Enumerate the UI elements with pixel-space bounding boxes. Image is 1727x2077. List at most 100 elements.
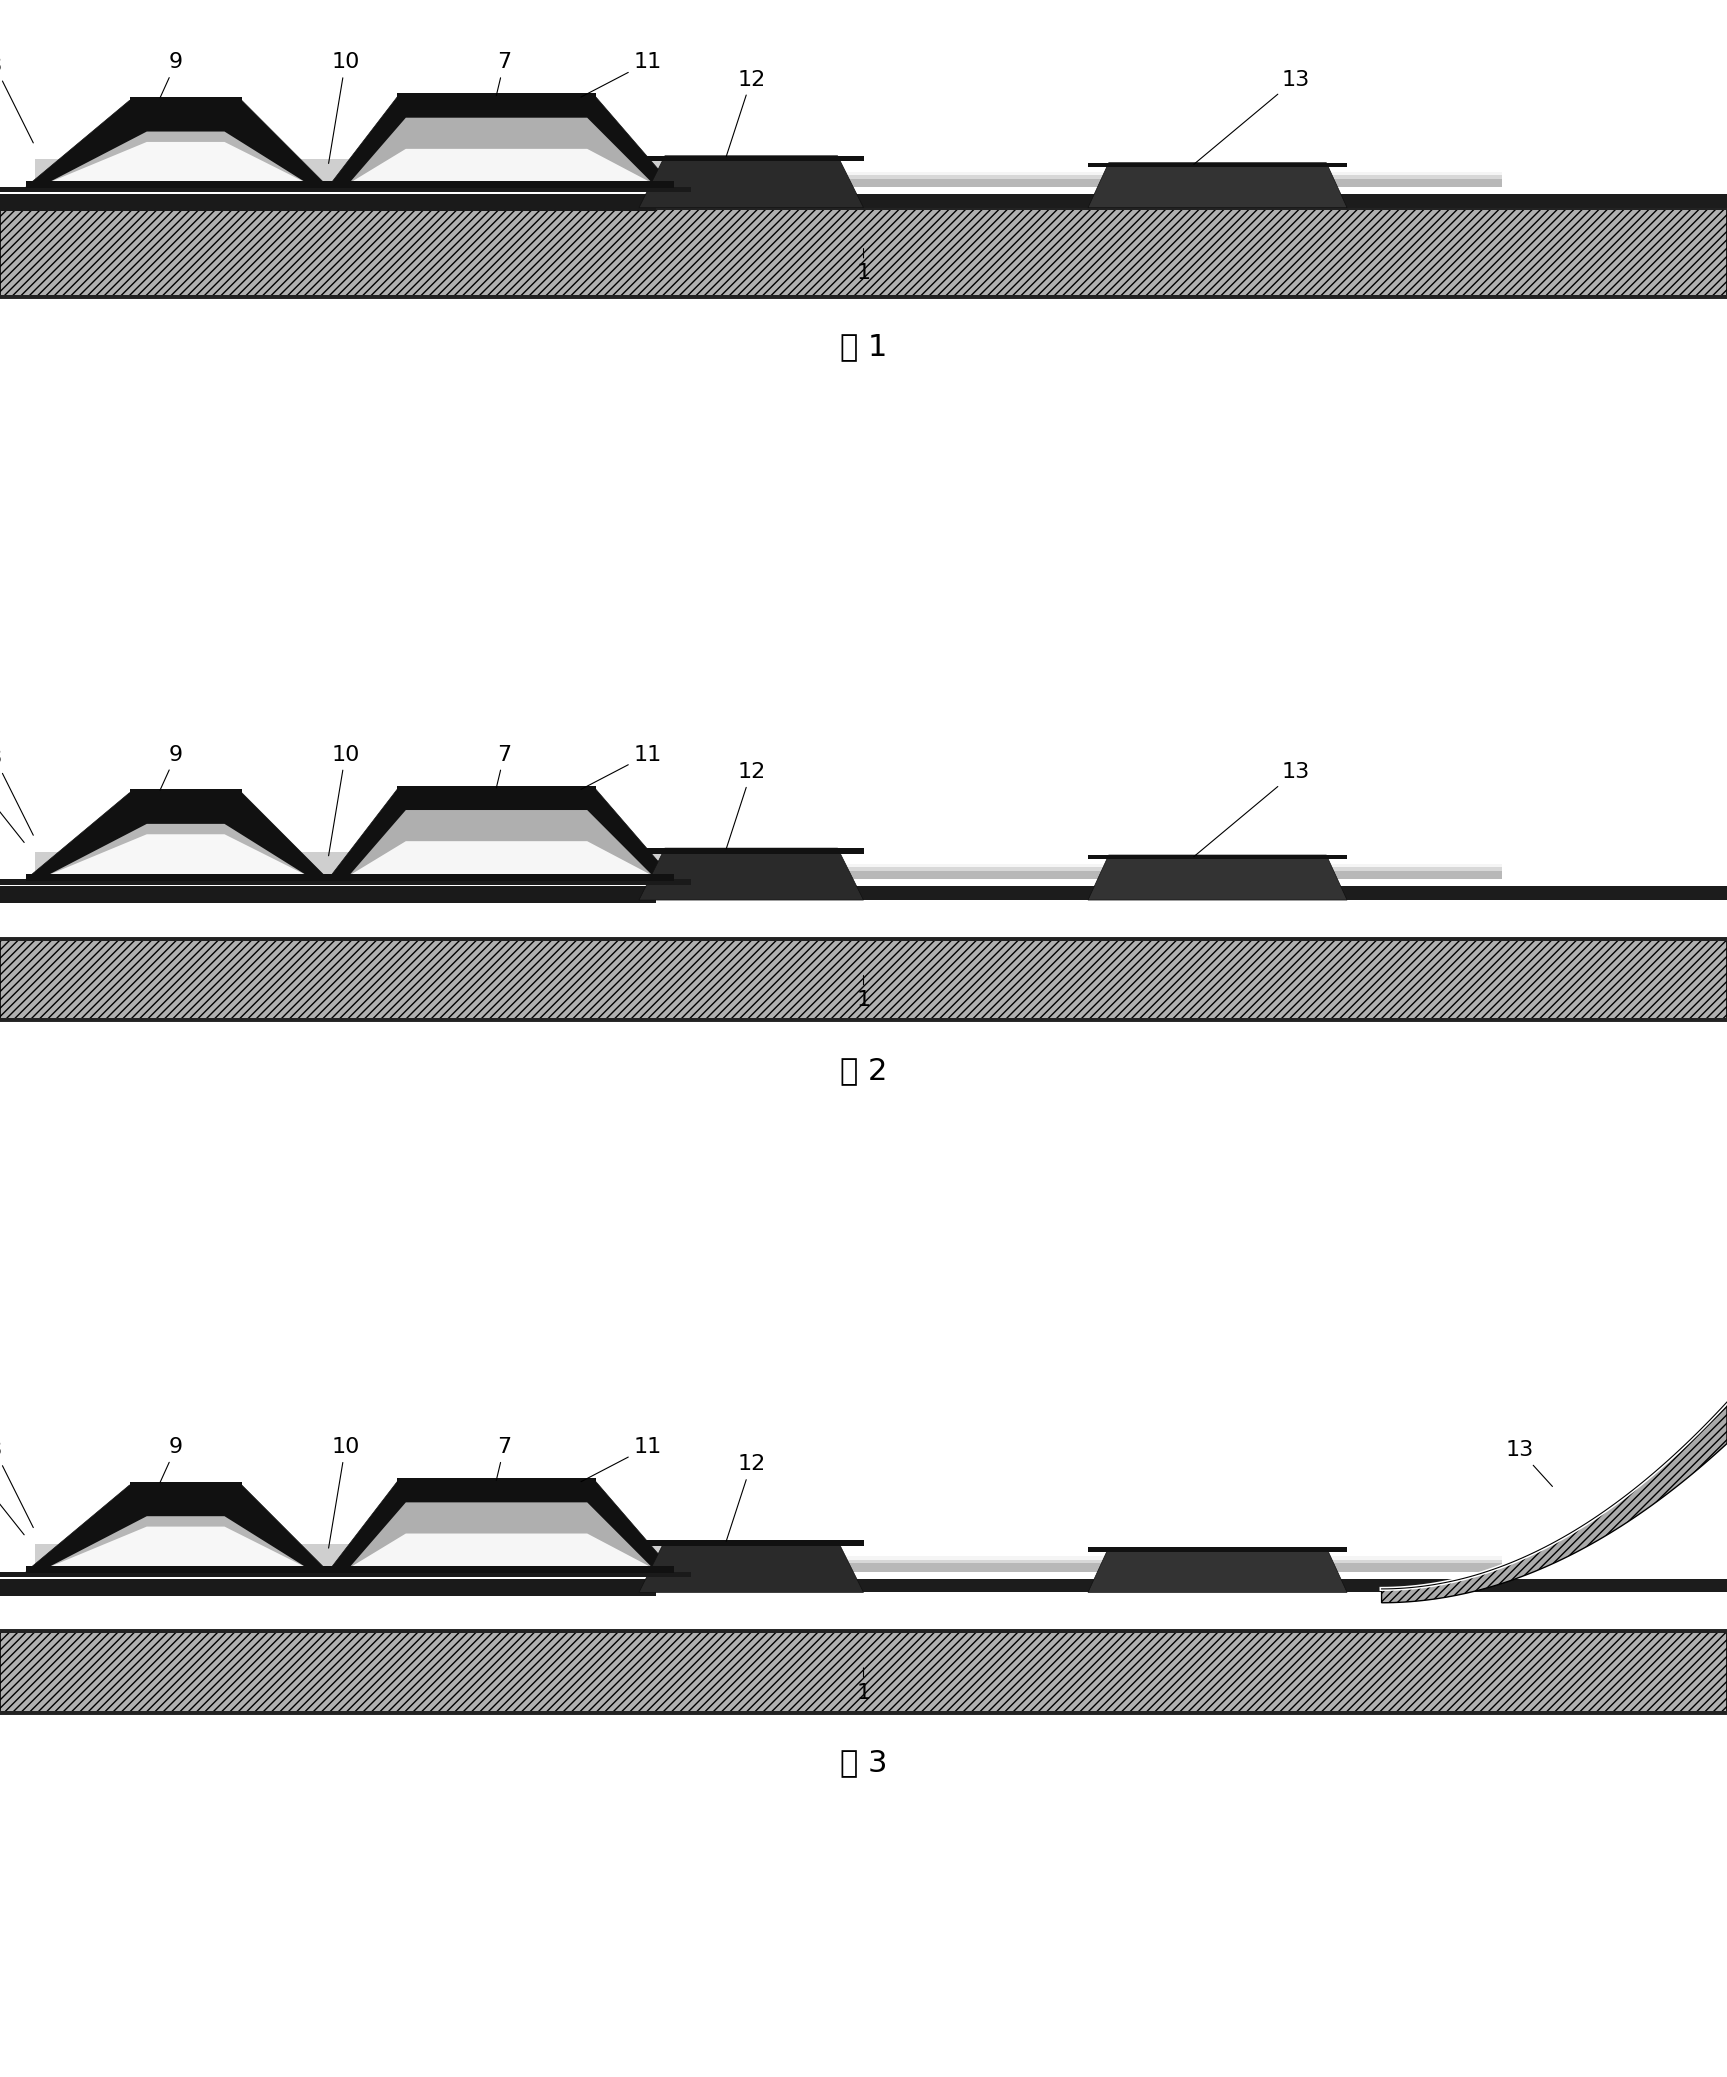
Text: 12: 12 bbox=[725, 71, 765, 156]
Bar bbox=[656, 862, 1502, 879]
Text: 10: 10 bbox=[328, 52, 359, 164]
Polygon shape bbox=[26, 100, 328, 187]
Text: 13: 13 bbox=[1193, 762, 1309, 856]
Bar bbox=[656, 1554, 1502, 1572]
Bar bbox=[130, 98, 242, 106]
Bar bbox=[1088, 1547, 1347, 1552]
Bar bbox=[35, 160, 665, 187]
Text: 10: 10 bbox=[328, 746, 359, 856]
Text: 7: 7 bbox=[496, 746, 511, 787]
Text: 图 1: 图 1 bbox=[839, 332, 888, 361]
Polygon shape bbox=[26, 793, 328, 879]
Polygon shape bbox=[639, 156, 864, 208]
Text: 1: 1 bbox=[857, 1668, 870, 1703]
Bar bbox=[656, 870, 1502, 879]
Text: 12: 12 bbox=[725, 1454, 765, 1541]
Text: 8: 8 bbox=[0, 748, 33, 835]
Bar bbox=[656, 170, 1502, 174]
Bar bbox=[639, 847, 864, 854]
Polygon shape bbox=[47, 1527, 307, 1568]
Bar bbox=[0, 295, 1727, 297]
Polygon shape bbox=[328, 98, 674, 187]
Polygon shape bbox=[349, 118, 653, 183]
Bar bbox=[656, 862, 1502, 868]
Text: 10: 10 bbox=[328, 1437, 359, 1547]
Text: 8: 8 bbox=[0, 1441, 33, 1527]
Bar bbox=[0, 1630, 1727, 1714]
Bar bbox=[1088, 162, 1347, 166]
Text: 9: 9 bbox=[161, 746, 183, 789]
Bar bbox=[0, 208, 1727, 210]
Bar bbox=[130, 789, 242, 798]
Bar bbox=[0, 208, 1727, 297]
Bar bbox=[1088, 856, 1347, 860]
Polygon shape bbox=[328, 1481, 674, 1572]
Text: 2: 2 bbox=[0, 1452, 24, 1535]
Polygon shape bbox=[639, 847, 864, 899]
Bar bbox=[656, 1554, 1502, 1560]
Text: 2: 2 bbox=[0, 758, 24, 843]
Bar bbox=[639, 1541, 864, 1545]
Text: 9: 9 bbox=[161, 52, 183, 98]
Bar bbox=[0, 887, 656, 903]
Polygon shape bbox=[349, 1533, 653, 1568]
Text: 7: 7 bbox=[496, 1437, 511, 1481]
Polygon shape bbox=[47, 131, 307, 183]
Bar bbox=[0, 939, 1727, 941]
Bar bbox=[656, 1564, 1502, 1572]
Text: 1: 1 bbox=[857, 249, 870, 282]
Bar bbox=[26, 1566, 674, 1572]
Bar bbox=[397, 93, 596, 102]
Text: 12: 12 bbox=[725, 762, 765, 849]
Polygon shape bbox=[1382, 1402, 1727, 1603]
Text: 8: 8 bbox=[0, 56, 33, 143]
Bar bbox=[26, 874, 674, 881]
Bar bbox=[0, 187, 691, 193]
Bar bbox=[0, 193, 656, 212]
Bar bbox=[0, 1579, 656, 1595]
Bar bbox=[0, 939, 1727, 1022]
Bar bbox=[0, 1018, 1727, 1022]
Bar bbox=[656, 1554, 1502, 1556]
Bar bbox=[397, 785, 596, 793]
Text: 11: 11 bbox=[580, 52, 661, 98]
Text: 7: 7 bbox=[496, 52, 511, 96]
Polygon shape bbox=[349, 841, 653, 876]
Bar bbox=[656, 170, 1502, 172]
Bar bbox=[0, 1711, 1727, 1714]
Bar bbox=[0, 1630, 1727, 1633]
Polygon shape bbox=[639, 1541, 864, 1593]
Text: 13: 13 bbox=[1193, 71, 1309, 164]
Bar bbox=[35, 852, 665, 879]
Text: 图 2: 图 2 bbox=[839, 1055, 888, 1084]
Polygon shape bbox=[1088, 162, 1347, 208]
Bar bbox=[397, 1479, 596, 1487]
Polygon shape bbox=[47, 141, 307, 183]
Polygon shape bbox=[47, 825, 307, 876]
Text: 11: 11 bbox=[580, 746, 661, 789]
Polygon shape bbox=[349, 1502, 653, 1568]
Bar bbox=[35, 1543, 665, 1572]
Polygon shape bbox=[1088, 856, 1347, 899]
Polygon shape bbox=[349, 150, 653, 183]
Text: 图 3: 图 3 bbox=[839, 1749, 888, 1778]
Bar bbox=[0, 1572, 691, 1576]
Polygon shape bbox=[349, 810, 653, 876]
Polygon shape bbox=[328, 789, 674, 879]
Text: 11: 11 bbox=[580, 1437, 661, 1481]
Bar bbox=[656, 179, 1502, 187]
Polygon shape bbox=[26, 1485, 328, 1572]
Bar bbox=[0, 887, 1727, 899]
Text: 13: 13 bbox=[1506, 1441, 1553, 1487]
Bar bbox=[0, 193, 1727, 208]
Polygon shape bbox=[47, 835, 307, 876]
Bar bbox=[0, 1579, 1727, 1593]
Bar bbox=[656, 862, 1502, 864]
Bar bbox=[0, 879, 691, 885]
Bar bbox=[130, 1481, 242, 1489]
Text: 9: 9 bbox=[161, 1437, 183, 1483]
Bar bbox=[26, 181, 674, 189]
Polygon shape bbox=[47, 1516, 307, 1568]
Bar bbox=[656, 170, 1502, 187]
Polygon shape bbox=[1088, 1547, 1347, 1593]
